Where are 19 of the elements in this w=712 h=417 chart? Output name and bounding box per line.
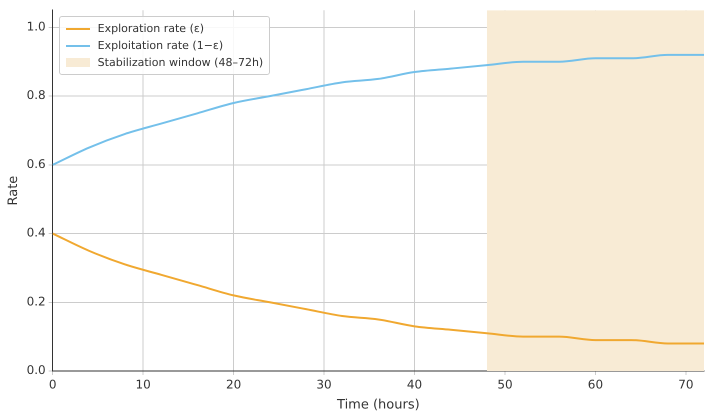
x-tick-label: 70 xyxy=(678,377,694,392)
legend-label: Exploitation rate (1−ε) xyxy=(98,38,224,54)
y-tick-label: 1.0 xyxy=(26,20,46,34)
y-tick-label: 0.8 xyxy=(26,88,46,102)
x-tick-label: 60 xyxy=(588,377,604,392)
y-tick-label: 0.6 xyxy=(26,156,46,171)
y-tick-label: 0.2 xyxy=(26,294,46,308)
y-tick-label: 0.4 xyxy=(26,226,46,240)
x-tick-label: 0 xyxy=(48,377,57,392)
x-tick-label: 10 xyxy=(136,377,151,392)
x-tick-label: 50 xyxy=(497,377,513,392)
y-tick-label: 0.0 xyxy=(26,363,46,378)
legend-label: Exploration rate (ε) xyxy=(98,21,204,38)
x-axis-title: Time (hours) xyxy=(336,398,420,413)
y-axis-title: Rate xyxy=(6,176,22,206)
x-tick-label: 40 xyxy=(406,377,422,392)
x-tick-label: 20 xyxy=(226,377,242,392)
x-tick-label: 30 xyxy=(316,377,332,392)
legend-label: Stabilization window (48–72h) xyxy=(98,55,264,72)
